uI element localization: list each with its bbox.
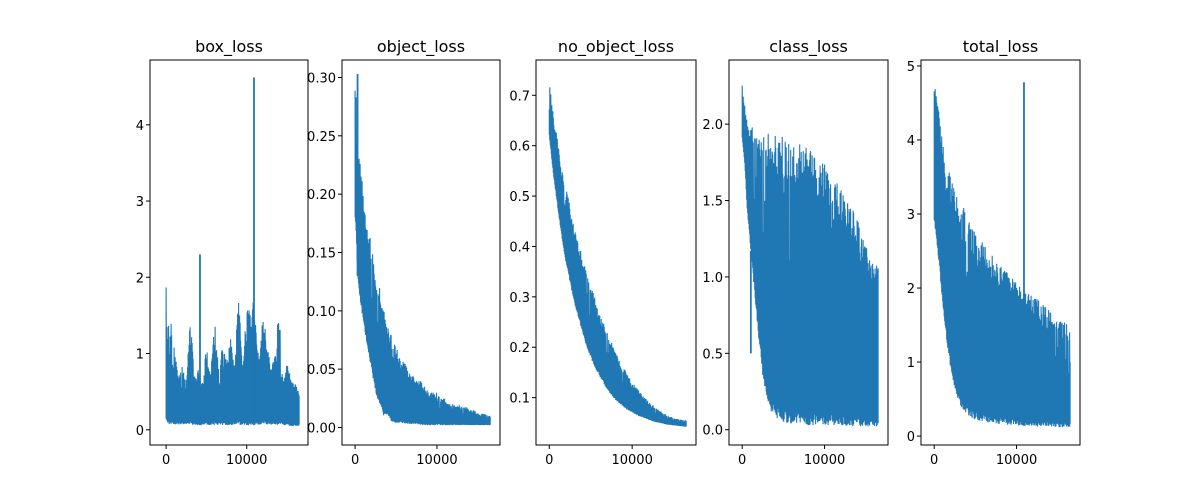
subplot-title: no_object_loss bbox=[558, 37, 674, 57]
y-tick-label: 0.10 bbox=[307, 305, 336, 320]
y-tick-label: 1 bbox=[907, 356, 915, 371]
x-tick-label: 0 bbox=[162, 453, 170, 468]
subplot-object_loss: object_loss 0.00 0.05 0.10 0.15 0.20 0.25 0.30 0… bbox=[307, 37, 501, 468]
x-tick-label: 10000 bbox=[804, 453, 845, 468]
x-tick-label: 0 bbox=[738, 453, 746, 468]
y-tick-label: 3 bbox=[136, 195, 144, 210]
x-tick-label: 10000 bbox=[996, 453, 1037, 468]
y-tick-label: 0.3 bbox=[509, 291, 530, 306]
subplot-class_loss: class_loss 0.0 0.5 1.0 1.5 2.0 0 10000 bbox=[702, 37, 889, 468]
subplot-title: total_loss bbox=[963, 37, 1039, 57]
x-tick-label: 10000 bbox=[226, 453, 267, 468]
axes-frame bbox=[535, 59, 697, 446]
x-tick-label: 10000 bbox=[611, 453, 652, 468]
series-line-0 bbox=[165, 287, 300, 426]
y-tick-label: 0.15 bbox=[307, 247, 336, 262]
y-tick-label: 4 bbox=[907, 134, 915, 149]
axes-frame bbox=[920, 59, 1081, 446]
y-tick-label: 3 bbox=[907, 208, 915, 223]
y-tick-label: 0 bbox=[136, 424, 144, 439]
y-tick-label: 0.6 bbox=[509, 140, 530, 155]
x-tick-label: 0 bbox=[351, 453, 359, 468]
y-tick-label: 2 bbox=[907, 282, 915, 297]
series-line-0 bbox=[354, 90, 491, 426]
subplot-title: object_loss bbox=[377, 37, 465, 57]
y-tick-label: 0.4 bbox=[509, 240, 530, 255]
y-tick-label: 0.30 bbox=[307, 72, 336, 87]
series-line-0 bbox=[933, 89, 1071, 428]
y-tick-label: 0.25 bbox=[307, 130, 336, 145]
axes-frame bbox=[728, 59, 889, 446]
subplot-no_object_loss: no_object_loss 0.1 0.2 0.3 0.4 0.5 0.6 0.7 0 1000… bbox=[509, 37, 697, 468]
y-tick-label: 0.20 bbox=[307, 188, 336, 203]
y-tick-label: 0.0 bbox=[702, 424, 723, 439]
series-line-0 bbox=[741, 85, 879, 427]
y-tick-label: 0.5 bbox=[702, 347, 723, 362]
y-tick-label: 0.1 bbox=[509, 392, 530, 407]
axes-frame bbox=[149, 59, 309, 446]
y-tick-label: 1 bbox=[136, 348, 144, 363]
y-tick-label: 0.7 bbox=[509, 89, 530, 104]
y-tick-label: 5 bbox=[907, 60, 915, 75]
subplot-box_loss: box_loss 0 1 2 3 4 0 10000 bbox=[136, 37, 309, 468]
subplot-title: class_loss bbox=[769, 37, 848, 57]
x-tick-label: 0 bbox=[930, 453, 938, 468]
x-tick-label: 10000 bbox=[416, 453, 457, 468]
y-tick-label: 1.5 bbox=[702, 195, 723, 210]
y-tick-label: 0.5 bbox=[509, 190, 530, 205]
series-line-0 bbox=[548, 87, 687, 427]
x-tick-label: 0 bbox=[545, 453, 553, 468]
y-tick-label: 4 bbox=[136, 119, 144, 134]
y-tick-label: 0.2 bbox=[509, 341, 530, 356]
subplot-title: box_loss bbox=[195, 37, 263, 57]
y-tick-label: 1.0 bbox=[702, 271, 723, 286]
y-tick-label: 2 bbox=[136, 271, 144, 286]
y-tick-label: 0.05 bbox=[307, 363, 336, 378]
subplot-total_loss: total_loss 0 1 2 3 4 5 0 10000 bbox=[907, 37, 1081, 468]
y-tick-label: 2.0 bbox=[702, 118, 723, 133]
y-tick-label: 0 bbox=[907, 430, 915, 445]
y-tick-label: 0.00 bbox=[307, 422, 336, 437]
